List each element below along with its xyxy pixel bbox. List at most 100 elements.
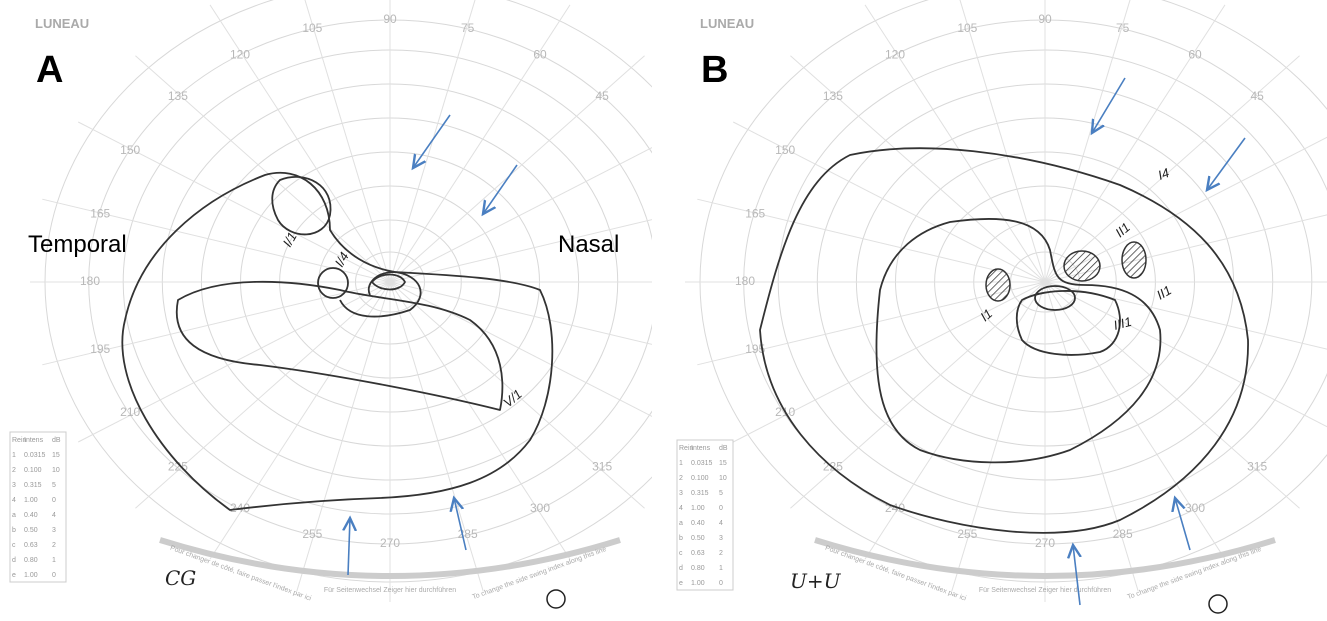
brand: LUNEAU bbox=[700, 16, 754, 31]
table-cell: 4 bbox=[679, 505, 683, 512]
grid-spoke bbox=[297, 0, 390, 282]
grid-spoke bbox=[865, 282, 1045, 559]
grid-spoke bbox=[390, 0, 483, 282]
table-cell: 0 bbox=[719, 580, 723, 587]
table-cell: 4 bbox=[719, 520, 723, 527]
table-cell: e bbox=[12, 572, 16, 579]
angle-label: 315 bbox=[1247, 459, 1267, 473]
grid-spoke bbox=[210, 282, 390, 559]
table-cell: d bbox=[679, 565, 683, 572]
side-label: Nasal bbox=[558, 231, 619, 258]
angle-label: 90 bbox=[383, 12, 397, 26]
angle-label: 75 bbox=[461, 21, 475, 35]
angle-label: 255 bbox=[957, 527, 977, 541]
grid-spoke bbox=[1045, 282, 1327, 365]
table-cell: 0.50 bbox=[24, 527, 38, 534]
table-cell: 0.315 bbox=[691, 490, 709, 497]
table-cell: 1.00 bbox=[24, 572, 38, 579]
table-cell: 0.40 bbox=[691, 520, 705, 527]
angle-label: 135 bbox=[168, 89, 188, 103]
isopter-label: I4 bbox=[1156, 165, 1171, 183]
isopter-label: I/1 bbox=[280, 229, 300, 249]
table-cell: 4 bbox=[52, 512, 56, 519]
angle-label: 150 bbox=[120, 143, 140, 157]
table-cell: c bbox=[12, 542, 16, 549]
grid-spoke bbox=[390, 282, 570, 559]
angle-label: 60 bbox=[533, 47, 547, 61]
table-cell: 0.80 bbox=[691, 565, 705, 572]
footer-text: To change the side swing index along thi… bbox=[472, 546, 608, 601]
angle-label: 120 bbox=[230, 47, 250, 61]
grid-spoke bbox=[952, 0, 1045, 282]
table-cell: 5 bbox=[52, 482, 56, 489]
table-cell: 0.0315 bbox=[24, 452, 46, 459]
table-cell: b bbox=[679, 535, 683, 542]
angle-label: 285 bbox=[1113, 527, 1133, 541]
angle-label: 195 bbox=[90, 342, 110, 356]
table-cell: 0 bbox=[52, 497, 56, 504]
table-cell: 3 bbox=[679, 490, 683, 497]
figure: 4560759010512013515016518019521022524025… bbox=[0, 0, 1327, 621]
table-cell: 5 bbox=[719, 490, 723, 497]
table-cell: 15 bbox=[719, 460, 727, 467]
angle-label: 210 bbox=[120, 405, 140, 419]
table-cell: 4 bbox=[12, 497, 16, 504]
table-cell: 3 bbox=[12, 482, 16, 489]
angle-label: 105 bbox=[957, 21, 977, 35]
table-cell: 0.80 bbox=[24, 557, 38, 564]
table-header: dB bbox=[52, 437, 61, 444]
angle-label: 135 bbox=[823, 89, 843, 103]
table-cell: c bbox=[679, 550, 683, 557]
signature: U+U bbox=[790, 569, 842, 593]
brand: LUNEAU bbox=[35, 16, 89, 31]
table-header: Intens bbox=[24, 437, 44, 444]
angle-label: 270 bbox=[380, 536, 400, 550]
angle-label: 105 bbox=[302, 21, 322, 35]
angle-label: 75 bbox=[1116, 21, 1130, 35]
footer-text: Für Seitenwechsel Zeiger hier durchführe… bbox=[979, 587, 1111, 594]
angle-label: 300 bbox=[530, 501, 550, 515]
table-header: Intens bbox=[691, 445, 711, 452]
angle-label: 60 bbox=[1188, 47, 1202, 61]
table-cell: 2 bbox=[719, 550, 723, 557]
table-cell: 3 bbox=[719, 535, 723, 542]
angle-label: 255 bbox=[302, 527, 322, 541]
table-cell: 3 bbox=[52, 527, 56, 534]
table-cell: d bbox=[12, 557, 16, 564]
table-cell: 1 bbox=[679, 460, 683, 467]
table-cell: a bbox=[679, 520, 683, 527]
table-cell: 0.63 bbox=[691, 550, 705, 557]
table-cell: 1 bbox=[719, 565, 723, 572]
angle-label: 45 bbox=[1250, 89, 1264, 103]
table-cell: 1.00 bbox=[691, 580, 705, 587]
table-cell: 0.315 bbox=[24, 482, 42, 489]
angle-label: 180 bbox=[80, 274, 100, 288]
angle-label: 300 bbox=[1185, 501, 1205, 515]
table-cell: 0.100 bbox=[24, 467, 42, 474]
panel-b: 4560759010512013515016518019521022524025… bbox=[685, 0, 1327, 603]
grid-spoke bbox=[1045, 0, 1138, 282]
grid-spoke bbox=[390, 282, 738, 365]
table-cell: e bbox=[679, 580, 683, 587]
table-cell: 0.63 bbox=[24, 542, 38, 549]
angle-label: 165 bbox=[745, 206, 765, 220]
table-cell: 0.100 bbox=[691, 475, 709, 482]
table-cell: 1 bbox=[12, 452, 16, 459]
table-cell: 2 bbox=[12, 467, 16, 474]
footer-text: Pour changer de côté, faire passer l'ind… bbox=[824, 545, 967, 603]
table-cell: b bbox=[12, 527, 16, 534]
angle-label: 90 bbox=[1038, 12, 1052, 26]
grid-spoke bbox=[790, 282, 1045, 508]
footer-text: Für Seitenwechsel Zeiger hier durchführe… bbox=[324, 587, 456, 594]
table-cell: 0 bbox=[52, 572, 56, 579]
table-cell: 1.00 bbox=[691, 505, 705, 512]
angle-label: 165 bbox=[90, 206, 110, 220]
isopter-label: II1 bbox=[1112, 220, 1133, 241]
angle-label: 270 bbox=[1035, 536, 1055, 550]
angle-label: 120 bbox=[885, 47, 905, 61]
isopter-label: III1 bbox=[1112, 314, 1133, 333]
grid-spoke bbox=[1045, 282, 1327, 442]
isopter-label: V/1 bbox=[500, 386, 525, 410]
angle-label: 150 bbox=[775, 143, 795, 157]
table-cell: 0.50 bbox=[691, 535, 705, 542]
